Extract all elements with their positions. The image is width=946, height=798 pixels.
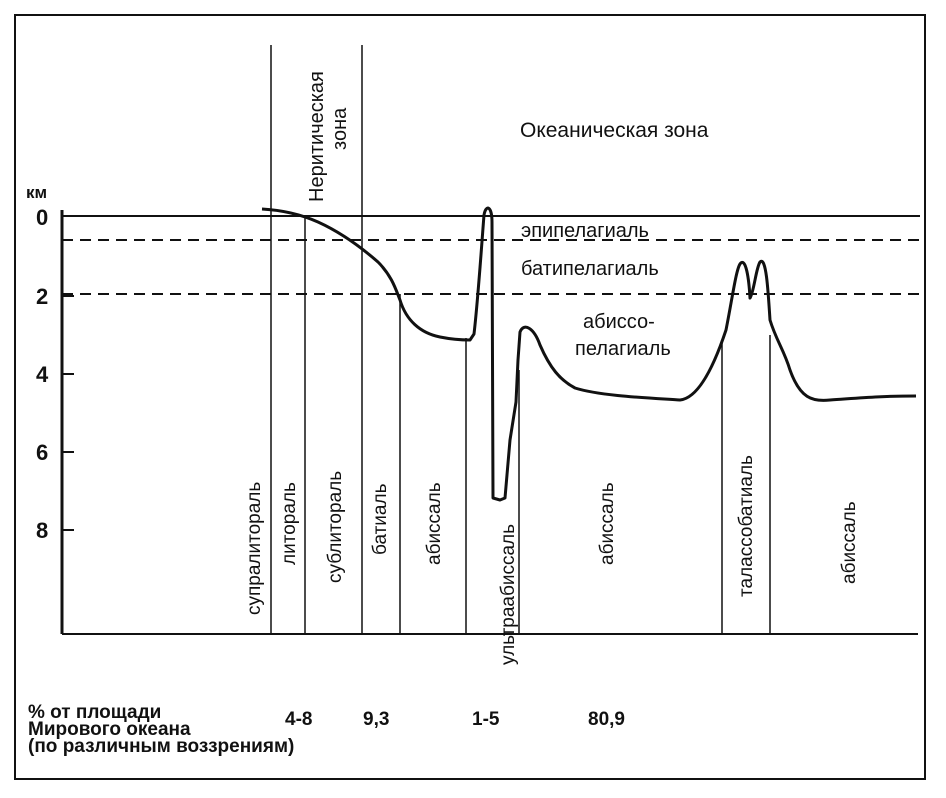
bathypelagial-label: батипелагиаль <box>521 258 659 280</box>
depth-tick-6: 6 <box>36 440 48 465</box>
area-caption-line1: % от площади <box>28 702 162 723</box>
zone-label-ultraabyssal: ультраабиссаль <box>498 524 519 665</box>
area-caption-line2: Мирового океана <box>28 719 191 740</box>
area-caption-line3: (по различным воззрениям) <box>28 736 295 757</box>
neritic-zone-title-line1: Неритическая <box>306 71 328 202</box>
area-value-littoral: 4-8 <box>285 709 312 730</box>
abyssopelagial-label-line2: пелагиаль <box>575 338 671 360</box>
depth-tick-0: 0 <box>36 205 48 230</box>
zone-label-bathyal: батиаль <box>370 483 391 555</box>
zone-label-abyssal-2: абиссаль <box>597 482 618 565</box>
area-value-ultraabyssal: 1-5 <box>472 709 500 730</box>
zone-label-thalassobathyal: талассобатиаль <box>736 455 757 597</box>
seabed-profile <box>261 206 917 502</box>
area-value-bathyal: 9,3 <box>363 709 389 730</box>
depth-unit-label: км <box>26 183 47 202</box>
figure-frame <box>14 14 926 780</box>
depth-tick-4: 4 <box>36 362 49 387</box>
zone-label-abyssal-1: абиссаль <box>424 482 445 565</box>
area-value-abyssal: 80,9 <box>588 709 625 730</box>
oceanic-zone-title: Океаническая зона <box>520 119 709 142</box>
depth-tick-8: 8 <box>36 518 48 543</box>
zone-label-littoral: литораль <box>279 482 300 565</box>
zone-label-sublittoral: сублитораль <box>325 471 346 583</box>
abyssopelagial-label-line1: абиссо- <box>583 311 655 333</box>
area-caption: % от площади Мирового океана (по различн… <box>28 702 295 757</box>
epipelagial-label: эпипелагиаль <box>521 220 649 242</box>
zone-label-supralittoral: супралитораль <box>244 482 265 615</box>
neritic-zone-title-line2: зона <box>329 107 351 150</box>
zone-label-abyssal-3: абиссаль <box>839 501 860 584</box>
depth-tick-2: 2 <box>36 284 48 309</box>
